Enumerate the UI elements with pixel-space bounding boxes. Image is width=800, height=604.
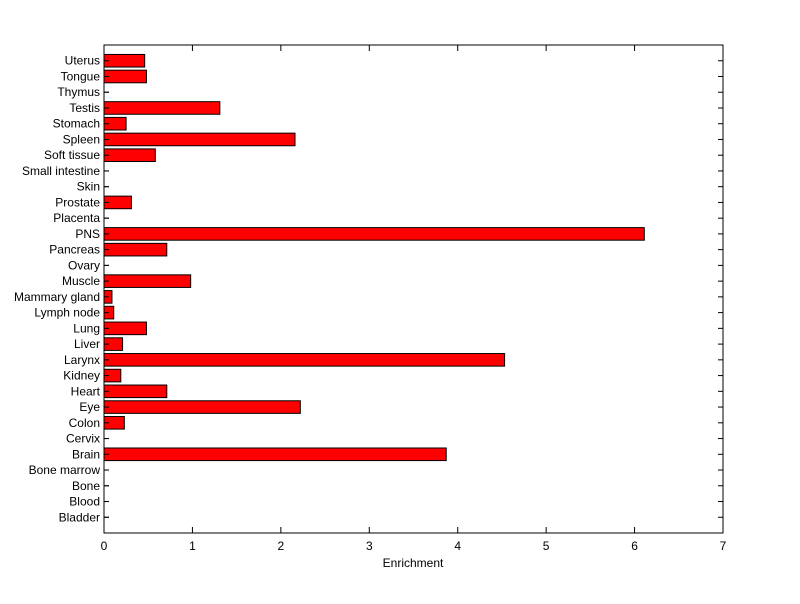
y-tick-label: Prostate (55, 195, 100, 209)
bar-pns (103, 227, 645, 241)
y-tick-label: Spleen (63, 132, 100, 146)
y-tick-label: Kidney (63, 369, 100, 383)
y-tick-label: Ovary (68, 258, 100, 272)
y-tick-label: Muscle (62, 274, 100, 288)
y-tick-label: Thymus (57, 85, 100, 99)
y-tick-label: Lymph node (34, 306, 100, 320)
y-tick-label: Soft tissue (44, 148, 100, 162)
y-tick-label: Lung (73, 321, 100, 335)
y-tick-label: Heart (71, 384, 101, 398)
x-tick-label: 5 (543, 539, 550, 553)
bar-heart (103, 384, 168, 399)
y-tick-label: Tongue (61, 69, 101, 83)
x-tick-label: 4 (454, 539, 461, 553)
y-tick-label: PNS (75, 227, 100, 241)
bar-uterus (103, 53, 146, 68)
x-tick-label: 0 (101, 539, 108, 553)
y-tick-label: Testis (69, 101, 100, 115)
x-tick-label: 3 (366, 539, 373, 553)
bar-eye (103, 400, 301, 414)
y-tick-label: Small intestine (22, 164, 100, 178)
y-tick-label: Bladder (59, 510, 100, 524)
x-tick-label: 1 (189, 539, 196, 553)
x-tick-label: 2 (278, 539, 285, 553)
bar-larynx (103, 353, 506, 367)
bar-brain (103, 447, 447, 462)
plot-frame (103, 44, 724, 534)
bar-lung (103, 321, 147, 336)
x-axis-label: Enrichment (383, 556, 444, 570)
x-tick-label: 6 (631, 539, 638, 553)
y-tick-label: Bone (72, 479, 100, 493)
bar-muscle (103, 274, 192, 288)
x-tick-label: 7 (720, 539, 727, 553)
y-tick-label: Uterus (65, 54, 100, 68)
y-tick-label: Pancreas (49, 243, 100, 257)
bar-testis (103, 101, 221, 115)
y-tick-label: Skin (77, 180, 100, 194)
bar-spleen (103, 132, 296, 147)
y-tick-label: Bone marrow (29, 463, 101, 477)
y-tick-label: Liver (74, 337, 100, 351)
y-tick-label: Stomach (53, 117, 100, 131)
bar-soft-tissue (103, 148, 156, 162)
y-tick-label: Brain (72, 447, 100, 461)
y-tick-label: Colon (69, 416, 100, 430)
y-tick-label: Cervix (66, 432, 100, 446)
y-tick-label: Eye (79, 400, 100, 414)
y-tick-label: Placenta (53, 211, 100, 225)
y-tick-label: Mammary gland (14, 290, 100, 304)
y-tick-label: Blood (69, 495, 100, 509)
bar-pancreas (103, 242, 168, 257)
bar-tongue (103, 69, 147, 84)
y-tick-label: Larynx (64, 353, 100, 367)
